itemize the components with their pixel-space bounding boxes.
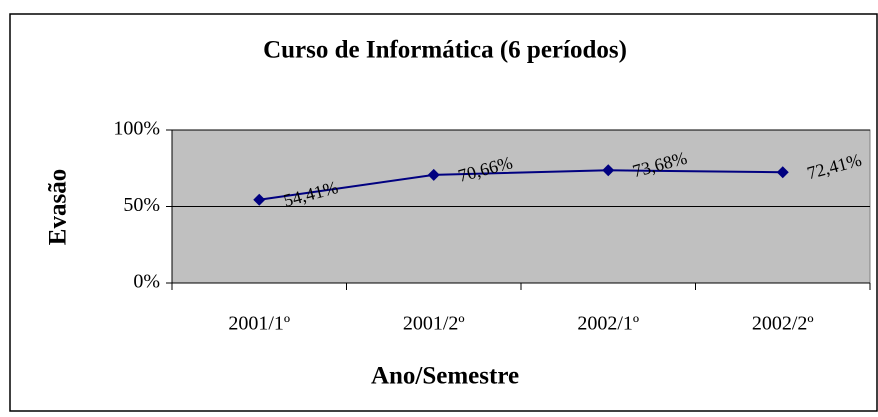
- data-line: [259, 169, 783, 201]
- y-tick-label: 0%: [133, 271, 160, 293]
- x-tick-label: 2002/1º: [577, 313, 639, 335]
- data-point: [602, 164, 615, 177]
- data-point: [776, 166, 789, 179]
- x-axis-title: Ano/Semestre: [371, 363, 519, 390]
- data-point: [253, 193, 266, 206]
- data-point: [427, 168, 440, 181]
- x-tick-label: 2001/1º: [228, 313, 290, 335]
- y-tick-label: 50%: [123, 194, 160, 216]
- y-tick-label: 100%: [113, 118, 160, 140]
- y-axis-title: Evasão: [45, 169, 72, 245]
- x-tick-label: 2002/2º: [752, 313, 814, 335]
- chart-title: Curso de Informática (6 períodos): [263, 37, 627, 64]
- x-tick-label: 2001/2º: [403, 313, 465, 335]
